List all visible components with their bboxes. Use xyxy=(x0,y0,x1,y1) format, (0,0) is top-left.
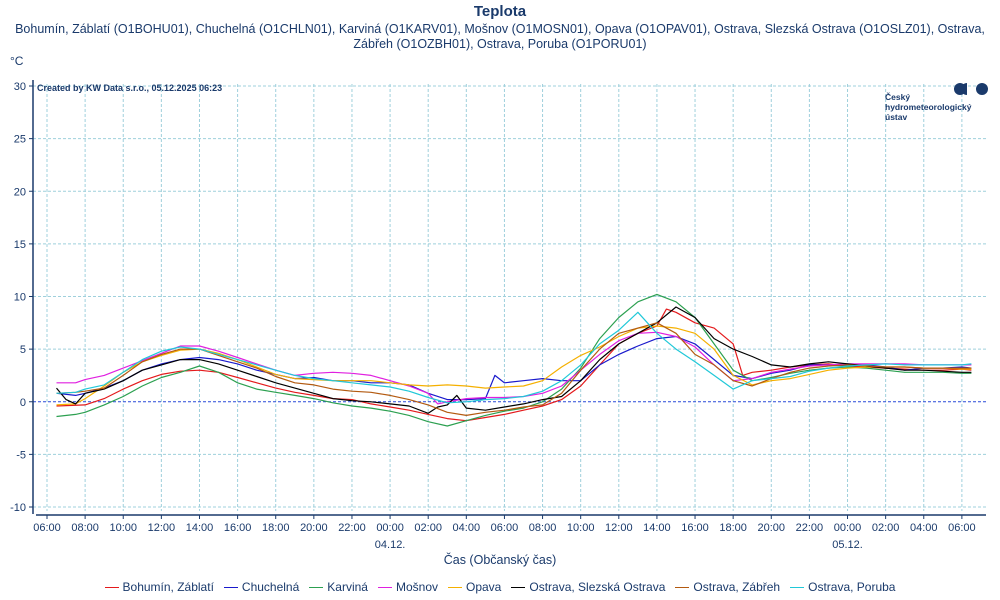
y-tick-label: -5 xyxy=(16,449,26,461)
y-tick-label: 0 xyxy=(20,397,26,409)
legend: Bohumín, Záblatí Chuchelná Karviná Mošnov Op… xyxy=(0,580,1000,594)
credit-text: Created by KW Data s.r.o., 05.12.2025 06… xyxy=(37,83,223,93)
legend-item[interactable]: Ostrava, Slezská Ostrava xyxy=(511,580,665,594)
y-axis-unit: °C xyxy=(10,54,24,68)
legend-swatch-icon xyxy=(511,586,526,588)
y-tick-label: 15 xyxy=(14,239,26,251)
x-tick-label: 00:00 xyxy=(834,522,862,534)
series-line-bohum-n-z-blat- xyxy=(56,308,972,422)
logo-line-1: Český xyxy=(885,92,911,102)
legend-swatch-icon xyxy=(377,586,392,588)
y-tick-label: 5 xyxy=(20,344,26,356)
x-tick-label: 12:00 xyxy=(605,522,633,534)
legend-item[interactable]: Mošnov xyxy=(377,580,438,594)
y-tick-label: -10 xyxy=(10,502,26,514)
legend-label: Mošnov xyxy=(395,580,438,594)
legend-swatch-icon xyxy=(675,586,690,588)
legend-item[interactable]: Karviná xyxy=(309,580,368,594)
axes xyxy=(29,80,986,519)
legend-label: Bohumín, Záblatí xyxy=(122,580,214,594)
x-tick-label: 20:00 xyxy=(300,522,328,534)
legend-item[interactable]: Ostrava, Zábřeh xyxy=(675,580,780,594)
legend-label: Karviná xyxy=(327,580,368,594)
logo-line-2: hydrometeorologický xyxy=(885,102,972,112)
logo-line-3: ústav xyxy=(885,112,908,122)
x-tick-label: 04:00 xyxy=(910,522,938,534)
legend-label: Ostrava, Zábřeh xyxy=(693,580,781,594)
series-lines xyxy=(56,293,972,427)
x-tick-label: 16:00 xyxy=(224,522,252,534)
x-tick-label: 18:00 xyxy=(262,522,290,534)
chart-subtitle: Bohumín, Záblatí (O1BOHU01), Chuchelná (… xyxy=(15,22,985,51)
y-tick-label: 30 xyxy=(14,81,26,93)
x-tick-label: 22:00 xyxy=(796,522,824,534)
x-tick-label: 12:00 xyxy=(148,522,176,534)
x-tick-label: 10:00 xyxy=(109,522,137,534)
legend-item[interactable]: Chuchelná xyxy=(223,580,300,594)
legend-label: Chuchelná xyxy=(241,580,300,594)
logo-dots-icon xyxy=(954,83,988,95)
legend-item[interactable]: Opava xyxy=(448,580,501,594)
x-axis-label: Čas (Občanský čas) xyxy=(443,553,557,567)
legend-swatch-icon xyxy=(223,586,238,588)
x-tick-label: 14:00 xyxy=(643,522,671,534)
x-tick-label: 04:00 xyxy=(453,522,481,534)
x-tick-label: 22:00 xyxy=(338,522,366,534)
x-tick-label: 16:00 xyxy=(681,522,709,534)
logo-text: Český hydrometeorologický ústav xyxy=(885,92,971,122)
y-tick-label: 10 xyxy=(14,292,26,304)
legend-swatch-icon xyxy=(790,586,805,588)
legend-item[interactable]: Bohumín, Záblatí xyxy=(104,580,214,594)
y-tick-label: 25 xyxy=(14,134,26,146)
legend-swatch-icon xyxy=(309,586,324,588)
x-tick-label: 02:00 xyxy=(414,522,442,534)
grid-lines xyxy=(33,84,986,511)
x-tick-label: 14:00 xyxy=(186,522,214,534)
legend-label: Ostrava, Slezská Ostrava xyxy=(529,580,666,594)
x-tick-label: 06:00 xyxy=(33,522,61,534)
legend-label: Ostrava, Poruba xyxy=(808,580,896,594)
series-line-mo-nov xyxy=(56,331,972,405)
legend-swatch-icon xyxy=(104,586,119,588)
series-line-ostrava-slezsk-ostrava xyxy=(56,306,972,414)
x-tick-label: 20:00 xyxy=(758,522,786,534)
x-tick-labels: 06:00 08:00 10:00 12:00 14:00 16:00 18:00 20:00… xyxy=(33,522,975,551)
x-tick-label: 06:00 xyxy=(948,522,976,534)
legend-item[interactable]: Ostrava, Poruba xyxy=(790,580,895,594)
series-line-ostrava-poruba xyxy=(56,311,972,404)
x-tick-label: 06:00 xyxy=(491,522,519,534)
y-tick-labels: 30 25 20 15 10 5 0 -5 -10 xyxy=(10,81,26,514)
x-tick-label: 02:00 xyxy=(872,522,900,534)
legend-label: Opava xyxy=(466,580,502,594)
x-tick-label: 18:00 xyxy=(719,522,747,534)
x-tick-label: 08:00 xyxy=(529,522,557,534)
y-tick-label: 20 xyxy=(14,186,26,198)
legend-swatch-icon xyxy=(448,586,462,588)
x-date-label: 05.12. xyxy=(832,539,863,551)
x-tick-label: 08:00 xyxy=(71,522,99,534)
x-tick-label: 10:00 xyxy=(567,522,595,534)
x-date-label: 04.12. xyxy=(375,539,406,551)
chart-title: Teplota xyxy=(473,3,527,20)
x-tick-label: 00:00 xyxy=(376,522,404,534)
